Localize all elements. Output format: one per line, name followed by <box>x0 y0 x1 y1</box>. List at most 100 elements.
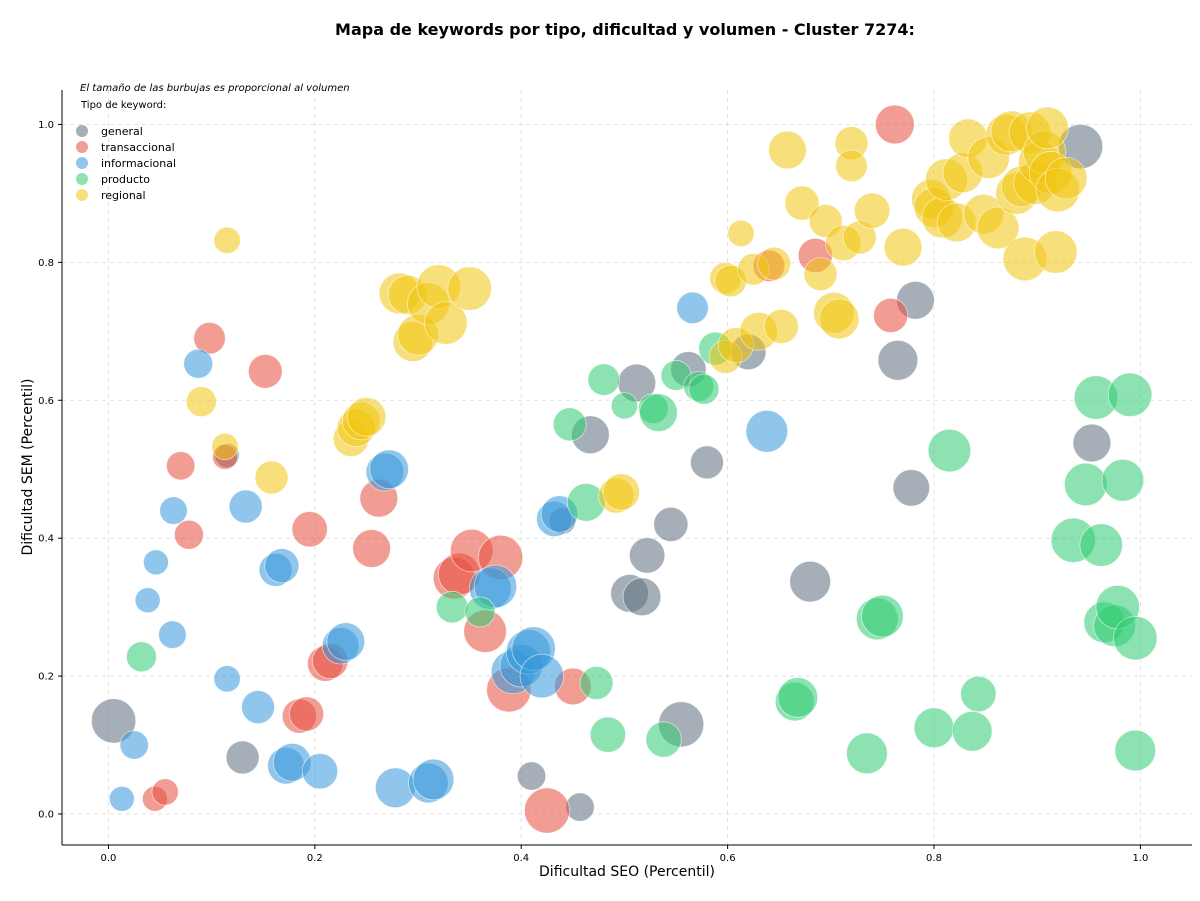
bubble-informacional <box>412 758 455 801</box>
legend-title: Tipo de keyword: <box>80 100 166 111</box>
bubble-producto <box>1079 523 1123 567</box>
bubble-informacional <box>369 449 409 490</box>
bubble-regional <box>447 266 492 311</box>
bubble-general <box>877 339 919 381</box>
bubble-producto <box>927 428 972 473</box>
x-tick-label: 0.6 <box>720 853 736 864</box>
bubble-informacional <box>519 653 565 699</box>
y-tick-label: 0.0 <box>38 809 54 820</box>
x-tick-label: 0.2 <box>307 853 323 864</box>
bubble-informacional <box>326 622 366 661</box>
series-producto <box>126 331 1158 775</box>
bubble-producto <box>861 594 904 638</box>
bubble-regional <box>213 226 241 254</box>
bubble-transaccional <box>193 322 226 355</box>
bubble-regional <box>254 460 289 495</box>
bubble-informacional <box>119 730 149 760</box>
bubble-regional <box>1034 230 1078 274</box>
legend-label: informacional <box>101 157 176 170</box>
bubble-producto <box>960 675 997 713</box>
y-tick-label: 0.2 <box>38 672 54 683</box>
bubble-regional <box>976 206 1020 250</box>
bubble-informacional <box>228 489 263 524</box>
bubble-general <box>90 698 137 744</box>
bubble-regional <box>185 386 217 418</box>
legend-marker <box>76 141 88 153</box>
bubble-transaccional <box>873 297 909 333</box>
bubble-regional <box>768 130 807 170</box>
bubble-regional <box>1044 156 1088 200</box>
legend-marker <box>76 157 88 169</box>
x-axis-label: Dificultad SEO (Percentil) <box>539 864 715 880</box>
bubble-producto <box>589 716 627 753</box>
bubble-size-note: El tamaño de las burbujas es proporciona… <box>80 83 350 94</box>
legend-label: regional <box>101 189 146 202</box>
bubble-transaccional <box>247 354 283 389</box>
bubble-producto <box>1107 372 1153 417</box>
bubble-regional <box>763 308 799 344</box>
bubble-general <box>789 560 831 603</box>
legend-marker <box>76 125 88 137</box>
legend-label: producto <box>101 173 150 186</box>
bubble-regional <box>727 219 755 248</box>
bubble-producto <box>1101 458 1145 502</box>
bubble-regional <box>424 301 468 345</box>
bubble-producto <box>1064 462 1108 507</box>
bubble-producto <box>951 710 993 752</box>
bubble-general <box>892 469 931 507</box>
bubble-transaccional <box>352 529 391 568</box>
legend: Tipo de keyword: general transaccional inf… <box>76 100 176 202</box>
x-tick-label: 1.0 <box>1132 853 1148 864</box>
x-tick-label: 0.8 <box>926 853 942 864</box>
chart-title: Mapa de keywords por tipo, dificultad y … <box>335 20 915 39</box>
bubble-producto <box>126 641 157 673</box>
bubble-general <box>622 577 662 617</box>
bubble-producto <box>579 666 614 700</box>
bubble-regional <box>784 185 820 221</box>
legend-item-general: general <box>76 125 143 138</box>
bubbles <box>90 104 1158 834</box>
bubble-producto <box>913 707 955 749</box>
bubble-transaccional <box>291 511 328 548</box>
bubble-regional <box>835 149 868 183</box>
y-tick-label: 1.0 <box>38 120 54 131</box>
y-tick-label: 0.4 <box>38 534 54 545</box>
bubble-producto <box>1113 615 1158 661</box>
bubble-producto <box>435 590 469 624</box>
bubble-informacional <box>158 620 187 649</box>
bubble-producto <box>777 677 819 718</box>
bubble-producto <box>610 392 639 420</box>
y-tick-label: 0.8 <box>38 258 54 269</box>
bubble-informacional <box>301 753 339 790</box>
bubble-producto <box>587 363 620 396</box>
bubble-general <box>653 506 689 542</box>
bubble-regional <box>818 298 860 340</box>
bubble-regional <box>1026 106 1069 150</box>
bubble-informacional <box>745 410 789 453</box>
bubble-regional <box>211 432 239 461</box>
bubble-regional <box>346 397 387 437</box>
bubble-transaccional <box>289 696 325 732</box>
axes <box>61 90 1192 846</box>
bubble-general <box>1072 423 1112 463</box>
bubble-regional <box>602 473 641 511</box>
bubble-producto <box>639 393 678 432</box>
bubble-informacional <box>159 496 188 525</box>
bubble-informacional <box>473 564 518 609</box>
bubble-transaccional <box>166 451 196 481</box>
bubble-informacional <box>241 690 275 725</box>
bubble-informacional <box>108 785 135 812</box>
bubble-transaccional <box>874 104 915 145</box>
bubble-general <box>225 740 260 775</box>
y-tick-label: 0.6 <box>38 396 54 407</box>
x-tick-label: 0.0 <box>100 853 116 864</box>
bubble-producto <box>464 596 496 628</box>
legend-item-transaccional: transaccional <box>76 141 175 154</box>
bubble-general <box>565 792 595 822</box>
bubble-regional <box>853 192 891 229</box>
series-regional <box>185 106 1088 514</box>
bubble-transaccional <box>151 778 179 806</box>
bubble-transaccional <box>524 787 571 834</box>
